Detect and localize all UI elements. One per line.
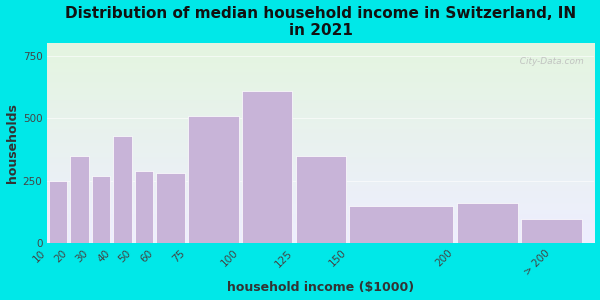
Text: City-Data.com: City-Data.com [514, 57, 584, 66]
Bar [113, 136, 131, 243]
Bar [457, 203, 518, 243]
Bar [349, 206, 454, 243]
Bar [49, 181, 67, 243]
Bar [296, 156, 346, 243]
Bar [70, 156, 89, 243]
Bar [188, 116, 239, 243]
Bar [92, 176, 110, 243]
Bar [156, 173, 185, 243]
Bar [521, 219, 582, 243]
Bar [242, 91, 292, 243]
Bar [135, 171, 153, 243]
Y-axis label: households: households [5, 103, 19, 183]
X-axis label: household income ($1000): household income ($1000) [227, 281, 415, 294]
Title: Distribution of median household income in Switzerland, IN
in 2021: Distribution of median household income … [65, 6, 577, 38]
